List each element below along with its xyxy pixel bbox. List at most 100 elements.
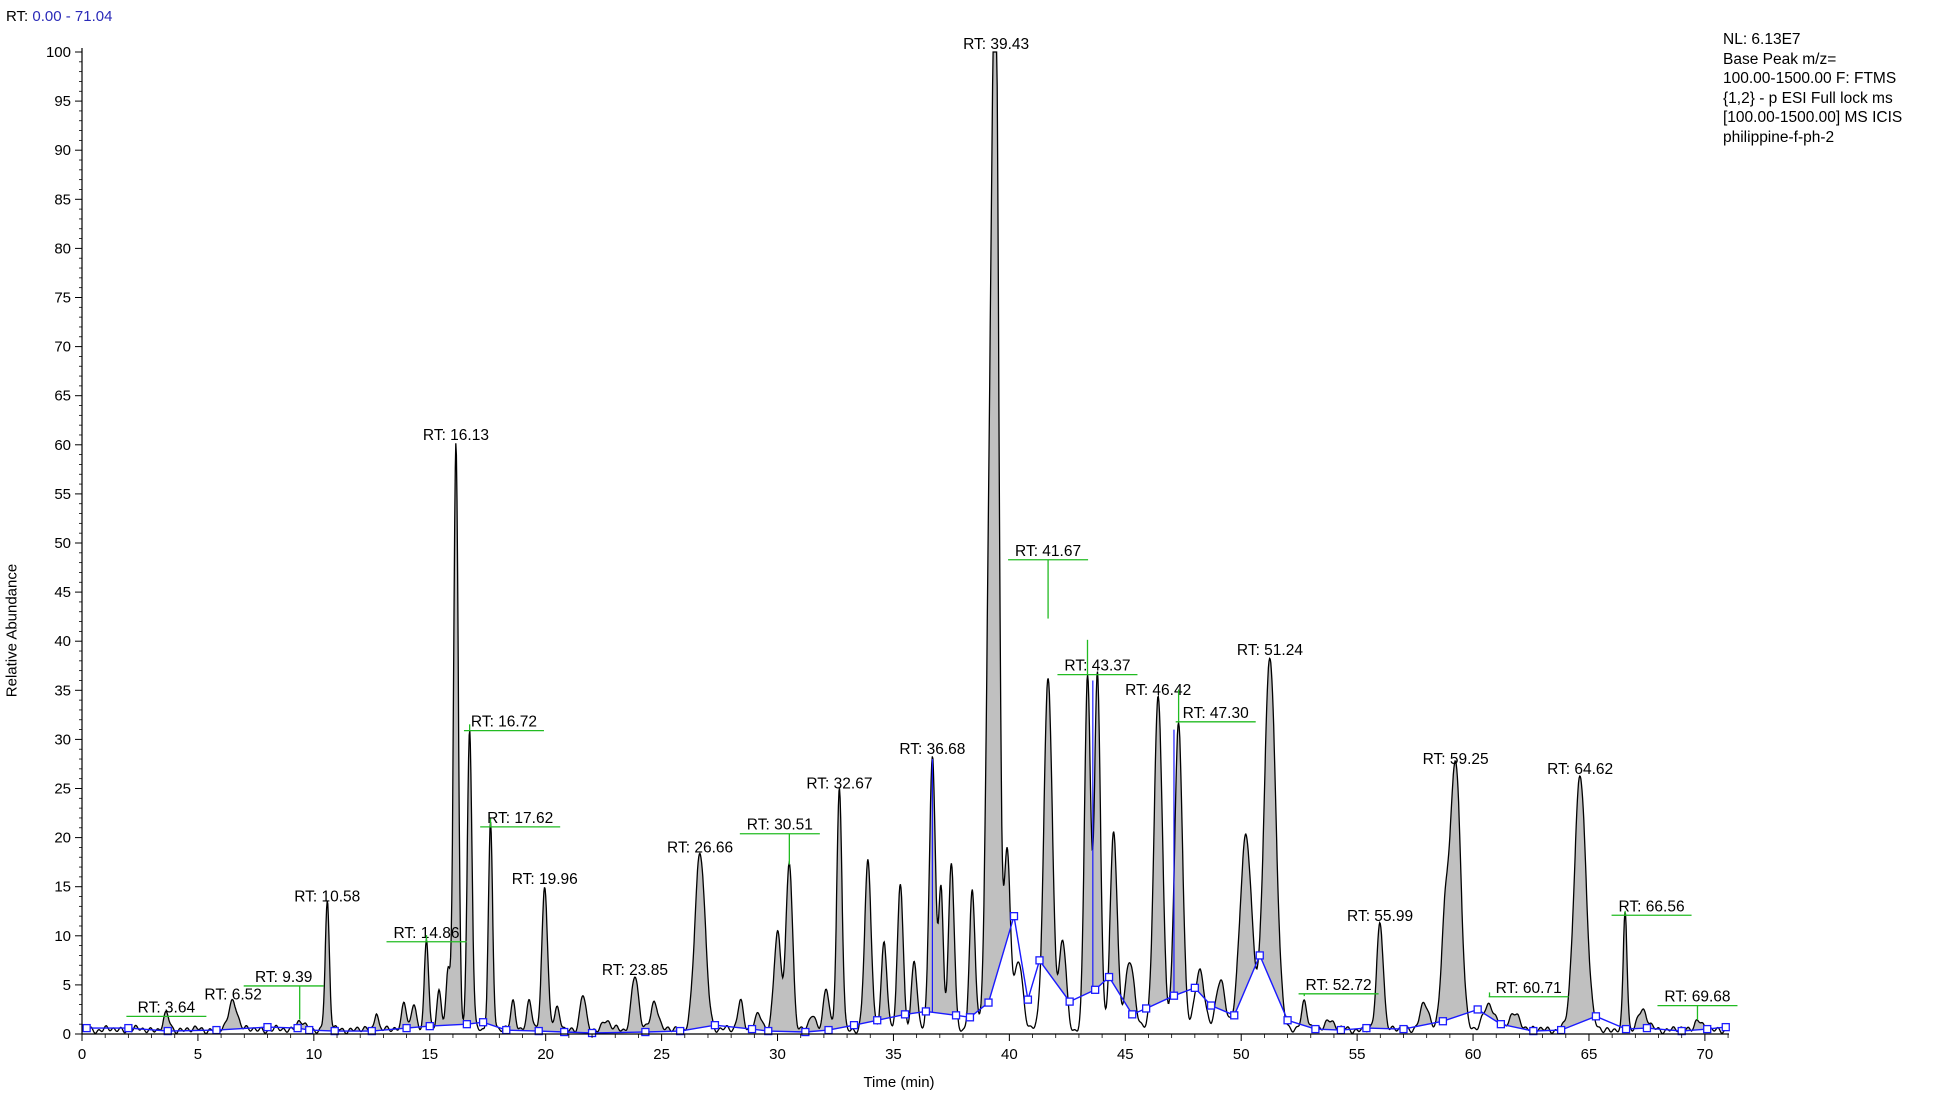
info-line: philippine-f-ph-2 <box>1723 128 1835 146</box>
y-tick-label: 50 <box>54 535 71 552</box>
y-tick-label: 70 <box>54 339 71 356</box>
peak-annotation-label: RT: 41.67 <box>1015 543 1081 560</box>
peak-annotation-label: RT: 6.52 <box>204 987 261 1004</box>
x-axis-label: Time (min) <box>863 1074 935 1091</box>
y-tick-label: 40 <box>54 633 71 650</box>
baseline-point <box>1009 912 1019 921</box>
y-tick-label: 10 <box>54 928 71 945</box>
baseline-point <box>1473 1005 1482 1014</box>
x-tick-label: 25 <box>653 1046 670 1063</box>
peak-annotation-label: RT: 43.37 <box>1064 658 1130 675</box>
y-tick-label: 100 <box>46 44 71 61</box>
info-line: {1,2} - p ESI Full lock ms <box>1723 89 1893 107</box>
y-tick-label: 45 <box>54 584 71 601</box>
peak-annotation-label: RT: 46.42 <box>1125 682 1191 699</box>
peak-annotation-label: RT: 17.62 <box>487 810 553 827</box>
y-tick-label: 60 <box>54 437 71 454</box>
info-line: [100.00-1500.00] MS ICIS <box>1723 109 1903 126</box>
x-tick-label: 55 <box>1349 1046 1366 1063</box>
y-tick-label: 90 <box>54 142 71 159</box>
baseline-point <box>849 1021 859 1030</box>
x-tick-label: 65 <box>1581 1046 1598 1063</box>
baseline-point <box>1104 972 1114 982</box>
peak-annotation-label: RT: 16.72 <box>471 714 537 731</box>
baseline-point <box>801 1027 810 1037</box>
y-tick-label: 80 <box>54 240 71 257</box>
peak-annotation-label: RT: 32.67 <box>806 776 872 793</box>
peak-annotation-label: RT: 14.86 <box>393 925 459 942</box>
peak-annotation-label: RT: 36.68 <box>899 741 965 758</box>
baseline-point <box>1206 1001 1216 1010</box>
baseline-point <box>965 1013 975 1022</box>
baseline-point <box>984 998 993 1007</box>
baseline-point <box>1035 956 1044 965</box>
baseline-point <box>1721 1022 1730 1032</box>
baseline-point <box>951 1011 961 1020</box>
baseline-series <box>82 912 1730 1038</box>
x-tick-label: 20 <box>537 1046 554 1063</box>
baseline-point <box>560 1027 569 1037</box>
baseline-point <box>1642 1023 1652 1033</box>
peak-annotation-label: RT: 3.64 <box>138 999 196 1016</box>
baseline-point <box>1255 951 1264 960</box>
rt-range-prefix: RT: <box>6 8 29 25</box>
x-tick-label: 45 <box>1117 1046 1134 1063</box>
baseline-point <box>1311 1024 1320 1034</box>
peak-annotation-label: RT: 9.39 <box>255 969 312 986</box>
baseline-point <box>921 1007 931 1016</box>
baseline-point <box>1591 1012 1601 1021</box>
baseline-point <box>1336 1025 1346 1035</box>
baseline-point <box>1090 985 1100 994</box>
x-tick-label: 40 <box>1001 1046 1018 1063</box>
baseline-point <box>1283 1016 1292 1025</box>
y-tick-label: 25 <box>54 781 71 798</box>
peak-annotation-label: RT: 30.51 <box>747 817 813 834</box>
baseline-point <box>873 1016 882 1025</box>
baseline-point <box>1128 1010 1137 1019</box>
x-tick-label: 10 <box>305 1046 322 1063</box>
rt-range-header: RT: 0.00 - 71.04 <box>6 8 112 25</box>
chromatogram-trace <box>81 51 1726 1035</box>
baseline-point <box>710 1021 720 1030</box>
scan-info-block: NL: 6.13E7 Base Peak m/z= 100.00-1500.00… <box>1723 30 1902 147</box>
baseline-point <box>293 1023 302 1033</box>
baseline-point <box>1438 1017 1448 1026</box>
y-tick-label: 35 <box>54 682 71 699</box>
baseline-point <box>1362 1023 1371 1033</box>
info-line: NL: 6.13E7 <box>1723 31 1801 48</box>
y-tick-label: 85 <box>54 191 71 208</box>
baseline-point <box>1190 983 1199 992</box>
x-tick-label: 70 <box>1697 1046 1714 1063</box>
peak-fill <box>82 52 1726 1033</box>
rt-range-value: 0.00 - 71.04 <box>32 8 113 25</box>
peak-annotation-label: RT: 69.68 <box>1664 989 1730 1006</box>
baseline-point <box>462 1020 472 1029</box>
y-tick-label: 20 <box>54 830 71 847</box>
peak-annotation-label: RT: 51.24 <box>1237 642 1303 659</box>
info-line: 100.00-1500.00 F: FTMS <box>1723 70 1897 87</box>
x-tick-label: 30 <box>769 1046 786 1063</box>
baseline-point <box>124 1023 133 1033</box>
baseline-point <box>212 1025 221 1035</box>
baseline-point <box>1556 1025 1566 1035</box>
y-tick-label: 30 <box>54 731 71 748</box>
baseline-point <box>402 1023 411 1033</box>
y-axis-label: Relative Abundance <box>3 563 21 698</box>
baseline-point <box>1230 1011 1239 1020</box>
baseline-point <box>425 1021 434 1031</box>
x-tick-label: 0 <box>78 1046 86 1063</box>
baseline-point <box>900 1010 910 1019</box>
peak-annotation-label: RT: 55.99 <box>1347 908 1413 925</box>
peak-annotation-label: RT: 26.66 <box>667 839 733 856</box>
trace-line <box>81 51 1726 1035</box>
x-tick-label: 15 <box>421 1046 438 1063</box>
peak-annotation-label: RT: 23.85 <box>602 962 668 979</box>
baseline-point <box>824 1025 833 1035</box>
baseline-point <box>641 1027 650 1037</box>
y-tick-label: 0 <box>63 1026 71 1043</box>
peak-annotation-label: RT: 60.71 <box>1496 980 1562 997</box>
baseline-point <box>1621 1024 1631 1034</box>
peak-annotation-label: RT: 39.43 <box>963 36 1029 53</box>
peak-annotation-label: RT: 16.13 <box>423 427 489 444</box>
